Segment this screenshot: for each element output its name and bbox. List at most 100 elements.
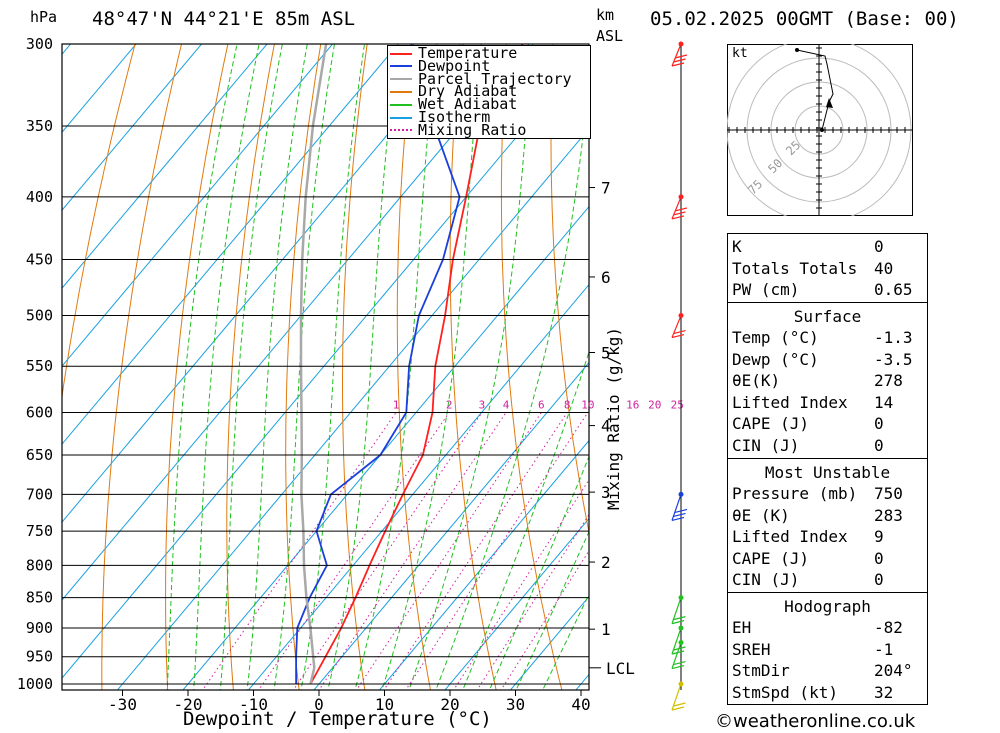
mixing-ratio-line: [355, 412, 542, 690]
most-unstable-title: Most Unstable: [764, 463, 891, 482]
mixing-ratio-label: 2: [446, 398, 453, 411]
index-row: θE(K) 278: [732, 371, 923, 393]
credit-link[interactable]: ©weatheronline.co.uk: [715, 711, 916, 732]
dewpoint-profile: [295, 44, 461, 684]
isotherm-line: [378, 439, 589, 690]
wind-barb-flag: [673, 660, 686, 666]
wet-adiabat-line: [166, 44, 238, 690]
index-value: 278: [874, 371, 903, 391]
pressure-tick-label: 800: [26, 556, 53, 574]
plot-frame: [61, 43, 590, 691]
mixing-ratio-label: 6: [538, 398, 545, 411]
isotherm-line: [116, 127, 589, 690]
index-value: 32: [874, 682, 894, 702]
wet-adiabat-line: [300, 44, 366, 690]
dry-adiabat-line: [285, 44, 322, 690]
x-tick-label: 0: [314, 695, 324, 714]
datetime-title: 05.02.2025 00GMT (Base: 00): [650, 8, 959, 30]
legend-item: Temperature: [390, 44, 518, 62]
wind-barb-flag: [671, 706, 685, 711]
mixing-ratio-line: [500, 549, 589, 690]
dry-adiabat-line: [165, 44, 229, 690]
surface-indices-box: Surface Temp (°C) -1.3 Dewp (°C) -3.5 θE(K) 2…: [727, 302, 928, 459]
x-tick-label: 40: [571, 695, 590, 714]
km-tick-label: 3: [601, 483, 611, 502]
index-value: 0.65: [874, 280, 913, 300]
hodograph-title: Hodograph: [784, 597, 871, 616]
asl-label: ASL: [596, 27, 624, 45]
wind-barb-flag: [671, 215, 685, 220]
pressure-tick-label: 550: [26, 357, 53, 375]
legend-swatch: [390, 116, 412, 119]
wet-adiabat-line: [219, 44, 283, 690]
index-label: CAPE (J): [732, 548, 810, 568]
index-row: CIN (J) 0: [732, 436, 923, 458]
x-tick-label: -20: [174, 695, 203, 714]
index-label: Dewp (°C): [732, 349, 819, 369]
wind-barb-flag: [673, 616, 686, 621]
wind-barb-shaft: [671, 494, 682, 521]
wind-barb-flag: [674, 508, 688, 513]
index-value: -1.3: [874, 328, 913, 347]
index-row: θE (K) 283: [732, 506, 923, 528]
index-row: StmDir 204°: [732, 661, 923, 683]
pressure-tick-label: 600: [26, 403, 53, 421]
legend-item: Mixing Ratio: [390, 122, 526, 137]
hodo-unit-label: kt: [732, 46, 748, 61]
km-tick-label: 6: [601, 268, 611, 287]
pressure-tick-label: 900: [26, 619, 53, 637]
index-row: Totals Totals 40: [732, 259, 923, 281]
legend-item: Isotherm: [390, 108, 491, 126]
wind-barb-flag: [671, 664, 685, 670]
km-tick-label: 2: [601, 553, 611, 572]
index-value: 9: [874, 527, 884, 547]
dry-adiabat-line: [62, 44, 136, 401]
wind-barb-flag: [674, 207, 688, 212]
km-tick-label: 1: [601, 620, 611, 639]
legend-label: Isotherm: [418, 108, 491, 126]
x-axis-label: Dewpoint / Temperature (°C): [183, 708, 492, 730]
index-label: Totals Totals: [732, 258, 858, 278]
hodograph-point: [820, 128, 824, 132]
pressure-tick-label: 300: [26, 35, 53, 53]
most-unstable-box: Most Unstable Pressure (mb) 750 θE (K) 283 L…: [727, 458, 928, 593]
wind-barb-flag: [673, 512, 686, 517]
wind-barb-flag: [673, 329, 686, 335]
isotherm-line: [62, 44, 137, 133]
index-label: Pressure (mb): [732, 484, 858, 503]
pressure-tick-label: 1000: [17, 675, 53, 693]
index-value: -1: [874, 639, 894, 659]
mixing-ratio-line: [258, 412, 450, 690]
storm-motion-marker: [826, 98, 833, 108]
wind-barb-shaft: [671, 315, 682, 338]
pressure-tick-label: 750: [26, 522, 53, 540]
index-row: StmSpd (kt) 32: [732, 683, 923, 705]
wind-barb-flag: [673, 702, 686, 707]
location-title: 48°47'N 44°21'E 85m ASL: [92, 8, 356, 30]
general-indices-box: K 0 Totals Totals 40 PW (cm) 0.65: [727, 233, 928, 303]
legend-swatch: [390, 65, 412, 68]
index-row: Pressure (mb) 750: [732, 484, 923, 506]
pressure-tick-label: 700: [26, 485, 53, 503]
legend-label: Temperature: [418, 44, 518, 62]
km-tick-label: 5: [601, 343, 611, 362]
pressure-tick-label: 450: [26, 251, 53, 269]
wind-barb-flag: [674, 54, 688, 59]
index-value: -82: [874, 618, 903, 637]
wind-barb-flag: [673, 211, 686, 216]
wind-barb-flag: [671, 62, 685, 67]
index-label: CIN (J): [732, 570, 800, 590]
x-tick-label: 20: [440, 695, 459, 714]
index-label: CAPE (J): [732, 414, 810, 434]
mixing-ratio-line: [318, 412, 507, 690]
mixing-ratio-label: 1: [393, 398, 400, 411]
legend-label: Dry Adiabat: [418, 82, 518, 101]
index-label: PW (cm): [732, 280, 800, 300]
wind-barb-flag: [671, 620, 685, 625]
mixing-ratio-label: 20: [648, 398, 661, 411]
x-tick-label: -30: [108, 695, 137, 714]
index-row: CAPE (J) 0: [732, 549, 923, 571]
isotherm-line: [62, 44, 203, 211]
km-tick-label: 4: [601, 417, 611, 436]
